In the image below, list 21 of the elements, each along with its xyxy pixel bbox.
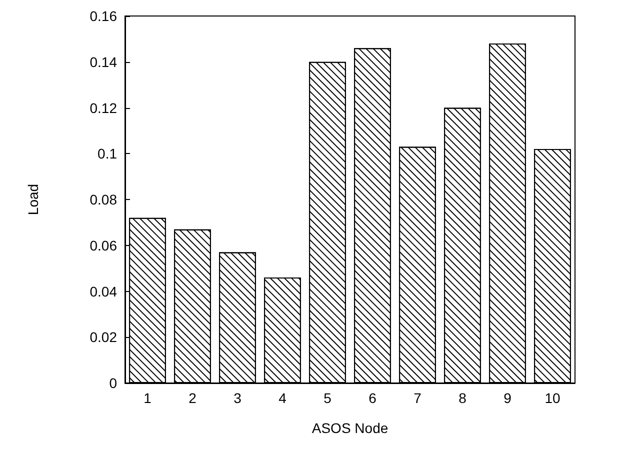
x-tick-label: 1 — [144, 390, 152, 406]
y-tick-label: 0.16 — [90, 8, 118, 24]
y-tick-label: 0.06 — [90, 237, 118, 254]
x-tick-label: 5 — [324, 390, 332, 406]
x-tick-label: 8 — [458, 390, 467, 406]
x-tick-label: 9 — [504, 390, 512, 406]
x-axis-title: ASOS Node — [312, 420, 388, 436]
y-tick-label: 0.14 — [90, 54, 118, 70]
x-tick-label: 10 — [544, 390, 560, 406]
y-tick-label: 0.08 — [90, 192, 118, 208]
y-tick-label: 0.12 — [90, 100, 118, 116]
x-tick-label: 4 — [278, 390, 287, 406]
x-tick-label: 6 — [368, 390, 377, 406]
x-tick-label: 7 — [414, 390, 422, 406]
x-tick-label: 3 — [234, 390, 242, 406]
y-tick-label: 0.02 — [90, 329, 118, 346]
y-tick-label: 0.04 — [90, 283, 118, 300]
y-tick-label: 0 — [109, 375, 118, 391]
y-tick-label: 0.1 — [98, 146, 118, 162]
y-axis-title: Load — [25, 184, 41, 216]
x-tick-label: 2 — [188, 390, 197, 406]
